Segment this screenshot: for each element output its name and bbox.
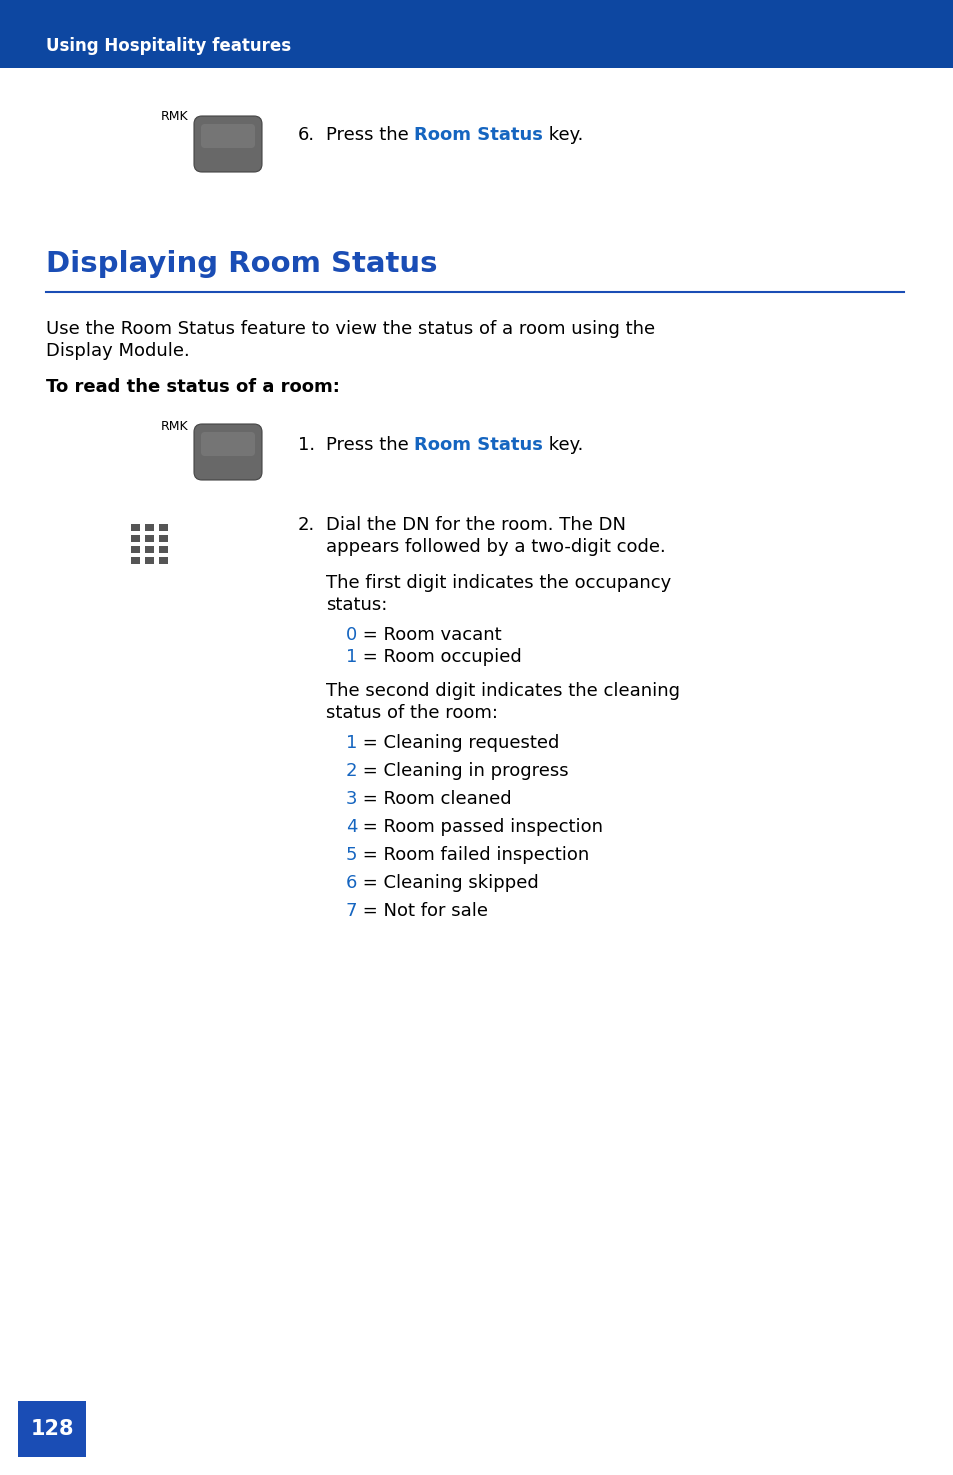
Text: Use the Room Status feature to view the status of a room using the: Use the Room Status feature to view the … (46, 320, 655, 338)
Text: 2.: 2. (297, 516, 314, 534)
Text: = Room passed inspection: = Room passed inspection (357, 819, 603, 836)
Text: = Room failed inspection: = Room failed inspection (357, 847, 589, 864)
Text: Using Hospitality features: Using Hospitality features (46, 37, 291, 55)
Text: 2: 2 (346, 763, 357, 780)
Text: Displaying Room Status: Displaying Room Status (46, 249, 437, 277)
Text: RMK: RMK (161, 111, 189, 122)
Bar (132, 535, 140, 543)
Bar (132, 558, 140, 565)
Bar (159, 558, 169, 565)
Bar (132, 547, 140, 553)
Text: RMK: RMK (161, 420, 189, 434)
Text: = Cleaning requested: = Cleaning requested (357, 735, 559, 752)
Text: The first digit indicates the occupancy: The first digit indicates the occupancy (326, 574, 671, 591)
Text: 1: 1 (346, 648, 357, 667)
Text: key.: key. (543, 437, 583, 454)
Text: = Cleaning in progress: = Cleaning in progress (357, 763, 569, 780)
FancyBboxPatch shape (201, 124, 254, 148)
Text: 6.: 6. (297, 125, 314, 145)
Text: = Not for sale: = Not for sale (357, 903, 488, 920)
Text: status of the room:: status of the room: (326, 704, 497, 721)
Text: 4: 4 (346, 819, 357, 836)
Text: Room Status: Room Status (414, 125, 543, 145)
Text: = Room vacant: = Room vacant (356, 625, 501, 645)
Text: 7: 7 (346, 903, 357, 920)
Text: appears followed by a two-digit code.: appears followed by a two-digit code. (326, 538, 665, 556)
Text: Room Status: Room Status (414, 437, 543, 454)
Text: 6: 6 (346, 875, 357, 892)
Bar (18, 1401, 86, 1457)
Bar (159, 535, 169, 543)
Text: 128: 128 (30, 1419, 73, 1440)
Text: Dial the DN for the room. The DN: Dial the DN for the room. The DN (326, 516, 625, 534)
FancyBboxPatch shape (193, 423, 262, 479)
Text: The second digit indicates the cleaning: The second digit indicates the cleaning (326, 681, 679, 701)
FancyBboxPatch shape (193, 117, 262, 173)
Bar (159, 525, 169, 531)
FancyBboxPatch shape (201, 432, 254, 456)
Bar (146, 525, 154, 531)
Text: 3: 3 (346, 791, 357, 808)
Text: = Room cleaned: = Room cleaned (357, 791, 512, 808)
Text: 5: 5 (346, 847, 357, 864)
Text: Display Module.: Display Module. (46, 342, 190, 360)
Text: key.: key. (543, 125, 583, 145)
Bar (146, 547, 154, 553)
Text: Press the: Press the (326, 125, 414, 145)
Text: Press the: Press the (326, 437, 414, 454)
Bar (132, 525, 140, 531)
Text: 1.: 1. (297, 437, 314, 454)
Bar (0, 0, 953, 68)
Text: 0: 0 (346, 625, 356, 645)
Bar (146, 558, 154, 565)
Bar (159, 547, 169, 553)
Text: 1: 1 (346, 735, 357, 752)
Text: status:: status: (326, 596, 387, 614)
Bar (146, 535, 154, 543)
Text: = Cleaning skipped: = Cleaning skipped (357, 875, 538, 892)
Text: = Room occupied: = Room occupied (357, 648, 521, 667)
Text: To read the status of a room:: To read the status of a room: (46, 378, 339, 395)
